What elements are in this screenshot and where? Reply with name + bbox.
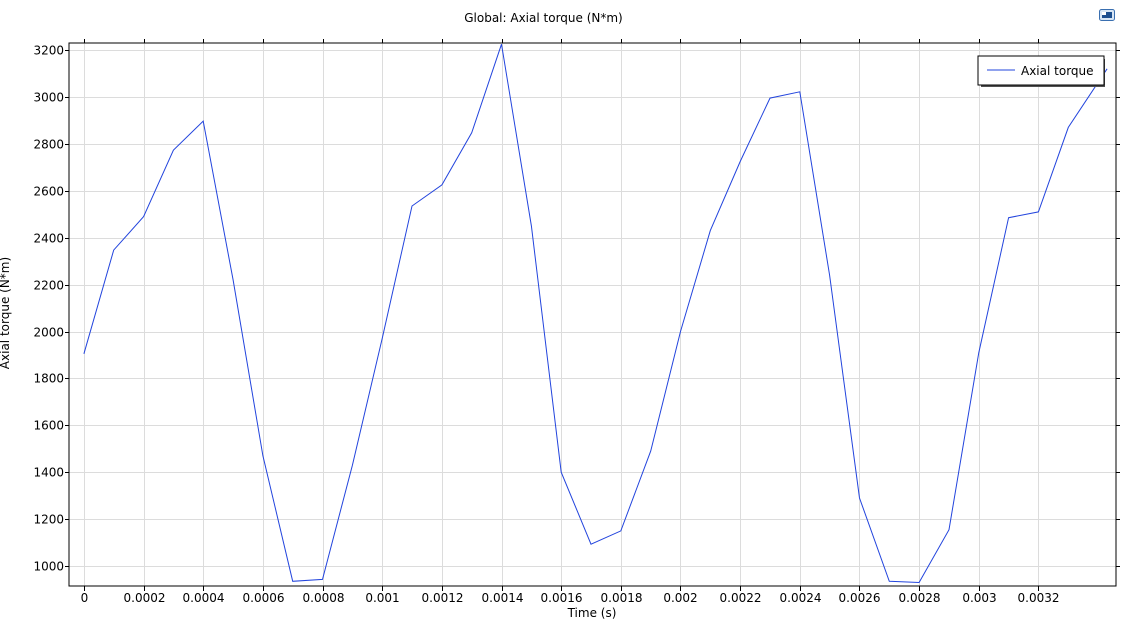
x-tick-label: 0.002 [663, 591, 697, 605]
plot-frame [68, 42, 1117, 587]
legend-label: Axial torque [1021, 64, 1094, 78]
y-tick-label: 2000 [33, 326, 64, 340]
axis-ticks: 0 0.0002 0.0004 0.0006 0.0008 0.001 0.0012 0.00… [33, 39, 1120, 605]
y-tick-label: 2200 [33, 279, 64, 293]
y-tick-label: 2400 [33, 232, 64, 246]
x-tick-label: 0.0012 [422, 591, 464, 605]
series-line [83, 44, 1108, 584]
x-tick-label: 0.0016 [541, 591, 583, 605]
x-tick-label: 0.0024 [780, 591, 822, 605]
x-tick-label: 0.0006 [243, 591, 285, 605]
chart-title: Global: Axial torque (N*m) [464, 11, 623, 25]
x-tick-label: 0.0032 [1018, 591, 1060, 605]
x-tick-label: 0.0014 [482, 591, 524, 605]
x-tick-label: 0 [81, 591, 89, 605]
y-tick-label: 1600 [33, 419, 64, 433]
x-tick-label: 0.0028 [899, 591, 941, 605]
x-tick-label: 0.0008 [303, 591, 345, 605]
x-axis-title: Time (s) [567, 606, 617, 620]
y-tick-label: 2800 [33, 138, 64, 152]
y-tick-label: 1000 [33, 560, 64, 574]
y-tick-label: 2600 [33, 185, 64, 199]
x-tick-label: 0.0004 [183, 591, 225, 605]
y-tick-label: 3000 [33, 91, 64, 105]
x-tick-label: 0.0018 [601, 591, 643, 605]
x-tick-label: 0.0022 [720, 591, 762, 605]
y-tick-label: 1400 [33, 466, 64, 480]
x-tick-label: 0.0026 [839, 591, 881, 605]
y-axis-title: Axial torque (N*m) [0, 257, 12, 369]
grid-lines [69, 43, 1116, 586]
x-tick-label: 0.001 [365, 591, 399, 605]
x-tick-label: 0.003 [962, 591, 996, 605]
x-tick-label: 0.0002 [124, 591, 166, 605]
display-icon[interactable] [1099, 6, 1115, 21]
legend: Axial torque [977, 55, 1105, 87]
series-lines [83, 44, 1108, 584]
y-tick-label: 1200 [33, 513, 64, 527]
y-tick-label: 1800 [33, 372, 64, 386]
y-tick-label: 3200 [33, 44, 64, 58]
